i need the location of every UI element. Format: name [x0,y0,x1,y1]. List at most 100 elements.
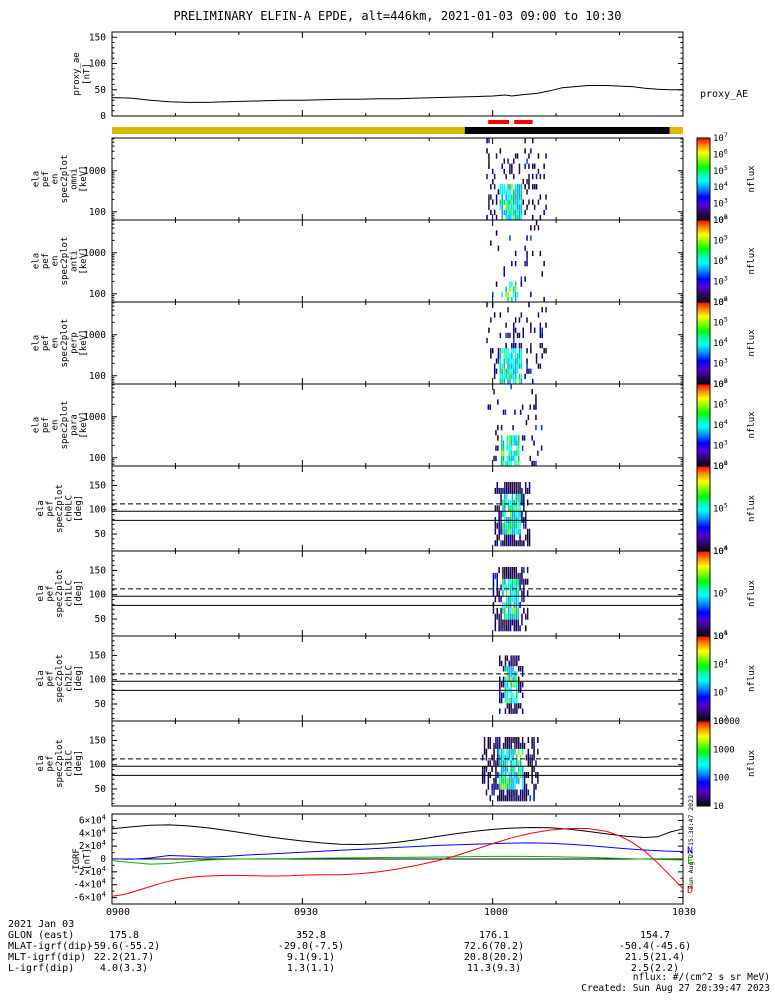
svg-text:103: 103 [713,686,728,699]
footer-value: 2.5(2.2) [630,963,680,974]
spectrogram-cells [486,302,547,385]
svg-text:50: 50 [95,699,107,710]
panel-ylabel-line: pef [41,171,51,187]
svg-text:105: 105 [713,234,728,247]
panel-ylabel-line: en [50,256,60,267]
svg-text:N: N [687,846,693,857]
svg-text:106: 106 [713,147,728,160]
svg-text:107: 107 [713,131,728,144]
svg-text:150: 150 [89,650,106,661]
footer-value: 11.3(9.3) [466,963,522,974]
svg-text:106: 106 [713,377,728,390]
svg-text:6×104: 6×104 [79,813,106,826]
svg-text:1000: 1000 [713,745,735,755]
footer-value: 9.1(9.1) [286,952,336,963]
panel-ylabel-line: [keV] [79,411,89,438]
panel-proxy-ae: 0 50 100 150 proxy_ae [nT] proxy_AE [72,31,748,122]
panel-ylabel-line: en [50,420,60,431]
svg-text:100: 100 [89,760,106,771]
panel-ylabel-line: ch1LC [65,580,75,607]
footer-value: -59.6(-55.2) [87,941,161,952]
svg-text:103: 103 [713,197,728,210]
svg-text:102: 102 [713,714,728,727]
x-tick-label: 1000 [483,907,509,918]
panel-ylabel-line: spec2plot [60,401,70,450]
svg-text:50: 50 [95,784,107,795]
svg-text:102: 102 [713,377,728,390]
svg-text:100: 100 [89,590,106,601]
footer-row-l: L-igrf(dip) 4.0(3.3) 1.3(1.1) 11.3(9.3) … [0,963,775,974]
panel-ylabel-line: [keV] [79,329,89,356]
svg-text:10000: 10000 [713,717,740,727]
footer-value: 4.0(3.3) [99,963,149,974]
mode-bar [112,120,683,134]
svg-text:proxy_AE: proxy_AE [700,89,748,100]
panel-ylabel-line: spec2plot [60,237,70,286]
panel-ylabel-line: pef [46,755,56,771]
footer-value: -50.4(-45.6) [618,941,692,952]
svg-text:100: 100 [89,675,106,686]
footer-row-label: GLON (east) [8,930,75,941]
svg-text:106: 106 [713,459,728,472]
panel-ylabel-line: ela [36,755,46,771]
svg-text:150: 150 [89,565,106,576]
svg-text:104: 104 [713,544,728,557]
svg-text:100: 100 [89,207,106,218]
svg-text:50: 50 [95,614,107,625]
panel-ylabel-line: omni [69,168,79,190]
panel-ylabel-line: proxy_ae [72,52,82,95]
x-tick-label: 1030 [671,907,697,918]
svg-text:1000: 1000 [83,412,106,423]
footer-row-mlat: MLAT-igrf(dip) -59.6(-55.2) -29.0(-7.5) … [0,941,775,952]
panel-ylabel-line: [deg] [74,580,84,607]
panel-ylabel-line: [nT] [82,848,92,870]
footer-value: 352.8 [295,930,327,941]
svg-text:10: 10 [713,802,724,812]
footer-value: 72.6(70.2) [463,941,525,952]
panel-ylabel-line: anti [69,250,79,272]
footer-value: 21.5(21.4) [624,952,686,963]
panel-ylabel-line: [deg] [74,750,84,777]
panel-ylabel-line: [keV] [79,165,89,192]
panel-ylabel-line: spec2plot [55,739,65,788]
svg-text:-4×104: -4×104 [73,878,106,891]
svg-text:-6×104: -6×104 [73,891,106,904]
panel-ylabel-line: pef [46,670,56,686]
colorbar-label: nflux [747,494,757,522]
footer-date: 2021 Jan 03 [8,919,75,930]
svg-text:106: 106 [713,213,728,226]
panel-ylabel-line: [nT] [82,63,92,85]
spectrogram-cells [490,220,545,303]
panel-ylabel-line: [keV] [79,247,89,274]
panel-ylabel-line: [deg] [74,665,84,692]
panel-ylabel-line: ela [36,585,46,601]
panel-ylabel-line: spec2plot [55,484,65,533]
svg-text:100: 100 [89,505,106,516]
footer-row-glon: GLON (east) 175.8 352.8 176.1 154.7 [0,930,775,941]
colorbar: 106 105 104 103 102 nflux [696,213,757,308]
panel-ylabel-line: ch3LC [65,750,75,777]
colorbar: 106 105 104 103 102 nflux [696,377,757,472]
svg-text:0: 0 [100,854,106,865]
footer-value: 20.8(20.2) [463,952,525,963]
spectrogram-cells [494,482,531,547]
colorbar-label: nflux [747,749,757,777]
x-tick-label: 0900 [105,907,131,918]
svg-text:100: 100 [89,371,106,382]
panel-ylabel-line: spec2plot [55,569,65,618]
panel-ylabel-line: ela [31,171,41,187]
svg-text:100: 100 [89,289,106,300]
svg-text:104: 104 [713,418,728,431]
svg-text:50: 50 [95,85,107,96]
footer-row-label: MLT-igrf(dip) [8,952,87,963]
panel-ylabel-line: ela [36,670,46,686]
panel-ylabel-line: ela [36,500,46,516]
panel-ylabel-line: ela [31,253,41,269]
